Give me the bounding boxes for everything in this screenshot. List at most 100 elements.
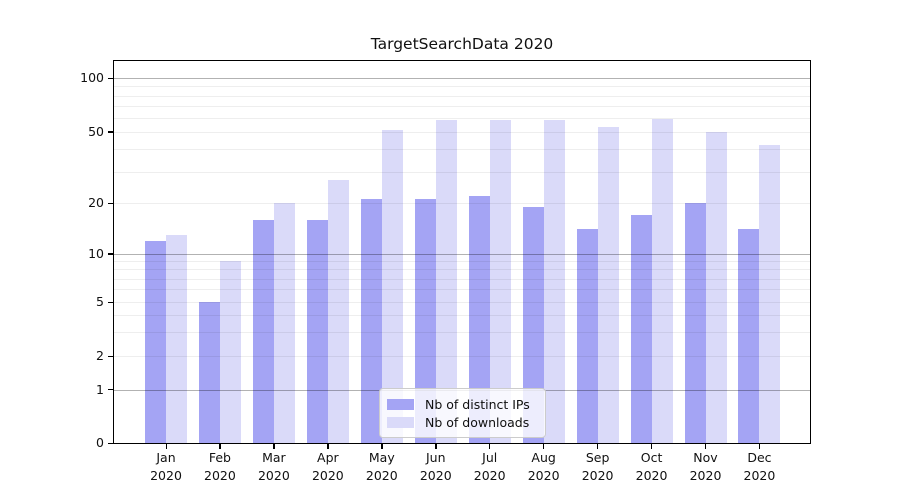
x-tick-label: Mar 2020	[242, 449, 306, 484]
minor-gridline	[113, 269, 811, 271]
major-gridline	[113, 78, 811, 80]
x-tick-year: 2020	[311, 467, 344, 483]
minor-gridline	[113, 332, 811, 334]
x-tick-month: Jun	[425, 450, 446, 465]
y-tick-label: 0	[96, 435, 104, 451]
bar-distinct-ips-may	[360, 199, 382, 444]
x-tick	[597, 443, 599, 449]
bar-downloads-mar	[273, 203, 295, 444]
bar-distinct-ips-apr	[306, 219, 328, 444]
minor-gridline	[113, 356, 811, 357]
legend-label: Nb of downloads	[425, 414, 530, 430]
legend-swatch	[387, 398, 414, 410]
minor-gridline	[113, 315, 811, 317]
bar-downloads-feb	[219, 261, 241, 444]
x-tick	[273, 443, 275, 449]
minor-gridline	[113, 105, 811, 107]
minor-gridline	[113, 203, 811, 205]
bar-downloads-jun	[435, 120, 457, 444]
x-tick-month: Oct	[640, 450, 663, 465]
x-tick-label: Apr 2020	[296, 449, 360, 484]
minor-gridline	[113, 278, 811, 280]
y-tick-label: 20	[88, 195, 104, 211]
bar-downloads-sep	[597, 127, 619, 444]
bar-distinct-ips-aug	[522, 207, 544, 444]
y-tick-label: 5	[96, 294, 104, 309]
x-tick-month: Sep	[585, 450, 610, 465]
minor-gridline	[113, 289, 811, 291]
x-tick-label: Jul 2020	[458, 449, 522, 484]
x-tick-label: Nov 2020	[674, 449, 738, 484]
y-tick-label: 1	[96, 381, 104, 397]
x-tick-month: Dec	[747, 450, 772, 465]
legend: Nb of distinct IPs Nb of downloads	[379, 388, 546, 438]
x-tick-label: May 2020	[350, 449, 414, 484]
bar-downloads-dec	[759, 145, 781, 444]
y-tick-label: 10	[88, 245, 104, 261]
x-tick-month: Nov	[693, 450, 718, 465]
x-tick	[651, 443, 653, 449]
major-gridline	[113, 253, 811, 255]
x-tick-label: Jun 2020	[404, 449, 468, 484]
bar-distinct-ips-sep	[576, 229, 598, 444]
y-tick	[108, 389, 113, 391]
legend-item-downloads: Nb of downloads	[387, 413, 545, 431]
bar-distinct-ips-dec	[738, 229, 760, 444]
y-tick-label: 100	[80, 70, 104, 86]
x-tick-year: 2020	[150, 467, 182, 483]
y-tick	[108, 131, 113, 133]
legend-item-distinct-ips: Nb of distinct IPs	[387, 395, 545, 413]
y-tick	[108, 253, 113, 255]
bar-downloads-apr	[327, 179, 349, 444]
minor-gridline	[113, 131, 811, 133]
bar-distinct-ips-mar	[252, 219, 274, 444]
x-tick-label: Jan 2020	[134, 449, 198, 484]
chart-title: TargetSearchData 2020	[370, 35, 554, 53]
x-tick-month: May	[368, 450, 395, 465]
y-tick	[108, 301, 113, 303]
legend-swatch	[387, 416, 414, 428]
x-tick-label: Dec 2020	[727, 449, 791, 484]
x-tick-label: Aug 2020	[512, 449, 576, 484]
legend-label: Nb of distinct IPs	[425, 396, 530, 412]
bar-downloads-oct	[651, 119, 673, 444]
x-tick-label: Oct 2020	[620, 449, 684, 484]
x-tick-year: 2020	[527, 467, 560, 483]
x-tick-year: 2020	[581, 467, 614, 483]
y-tick-label: 50	[88, 123, 104, 139]
bar-downloads-may	[381, 130, 403, 444]
x-tick	[435, 443, 437, 449]
bar-distinct-ips-jun	[414, 199, 436, 444]
bar-distinct-ips-feb	[198, 302, 220, 444]
minor-gridline	[113, 86, 811, 88]
bar-distinct-ips-oct	[630, 215, 652, 444]
x-tick-year: 2020	[204, 467, 236, 483]
minor-gridline	[113, 149, 811, 151]
x-tick-month: Feb	[208, 450, 231, 465]
bar-distinct-ips-nov	[684, 203, 706, 444]
bar-downloads-aug	[543, 120, 565, 444]
y-tick	[108, 77, 113, 80]
minor-gridline	[113, 302, 811, 303]
bar-downloads-nov	[705, 131, 727, 444]
x-tick-label: Feb 2020	[188, 449, 252, 484]
x-tick-year: 2020	[689, 467, 722, 483]
x-tick	[543, 443, 545, 449]
y-tick-label: 2	[96, 348, 104, 363]
x-tick	[381, 443, 383, 449]
x-tick-month: Apr	[317, 450, 339, 465]
y-tick	[108, 442, 113, 445]
minor-gridline	[113, 95, 811, 97]
x-tick	[165, 443, 167, 449]
x-tick-year: 2020	[257, 467, 290, 483]
x-tick-year: 2020	[743, 467, 776, 483]
minor-gridline	[113, 261, 811, 263]
x-tick-month: Jan	[156, 450, 176, 465]
x-tick-month: Jul	[482, 450, 498, 465]
minor-gridline	[113, 117, 811, 119]
x-tick	[705, 443, 707, 449]
x-tick-month: Mar	[262, 450, 286, 465]
bar-distinct-ips-jan	[145, 240, 166, 444]
x-tick	[489, 443, 491, 449]
x-tick-year: 2020	[419, 467, 452, 483]
